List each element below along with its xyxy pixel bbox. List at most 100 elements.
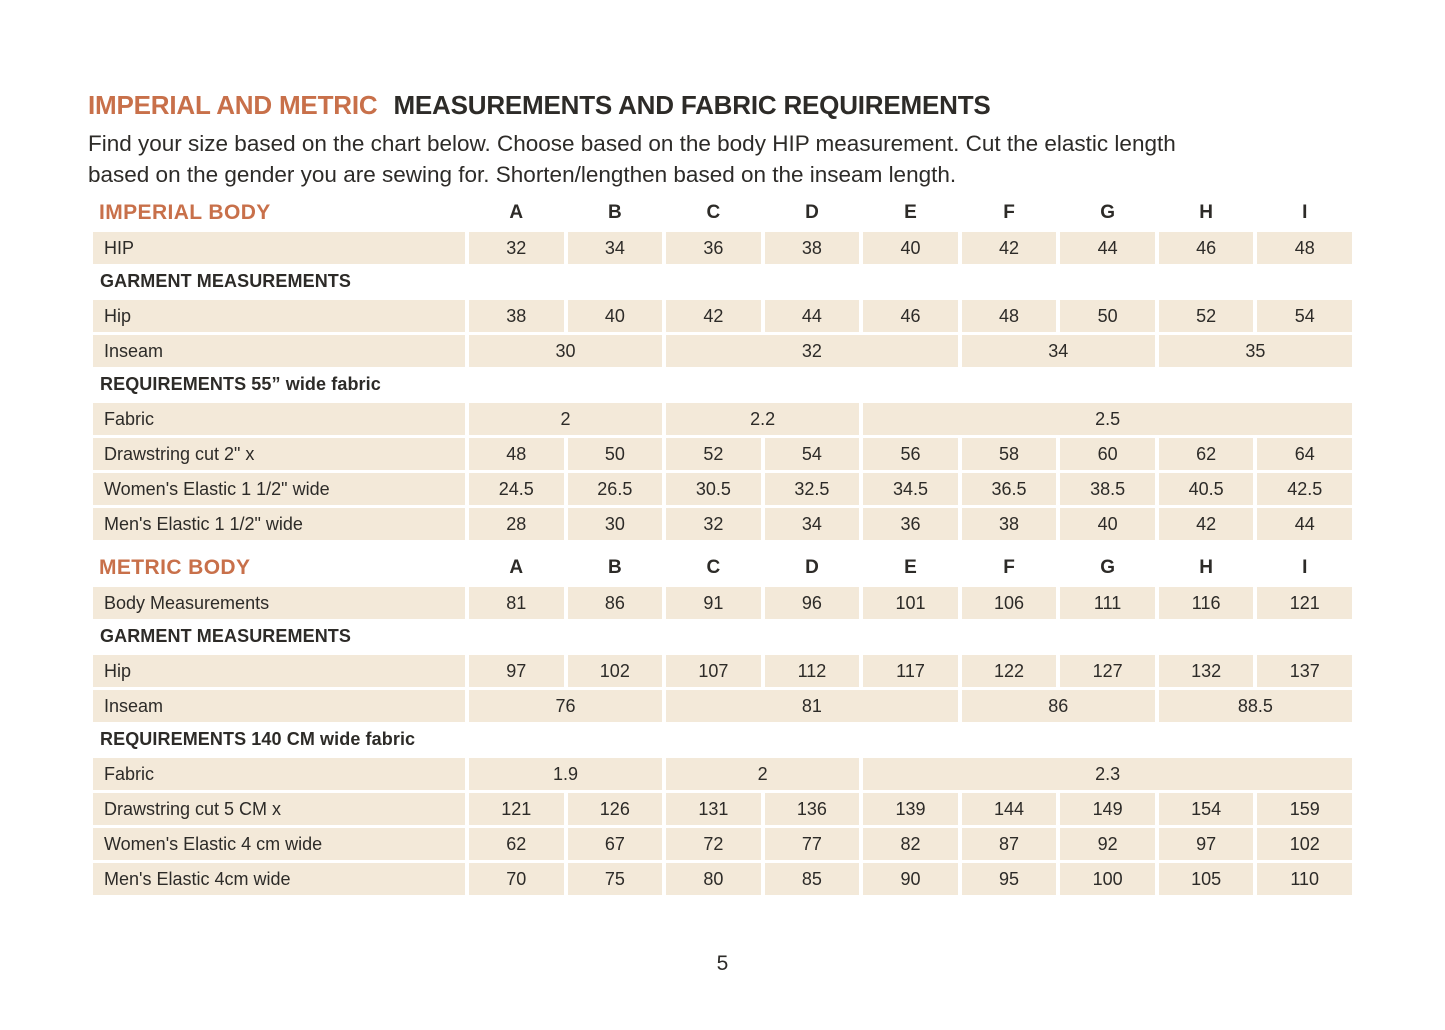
value-cell: 40 [567, 300, 663, 332]
value-cell: 137 [1257, 655, 1352, 687]
column-header-G: G [1100, 557, 1115, 578]
value-cell: 32 [666, 508, 761, 540]
table-row: HIP 32 34 36 38 40 42 44 46 48 [93, 232, 1352, 264]
value-cell: 34.5 [863, 473, 958, 505]
column-header-D: D [805, 202, 819, 223]
value-cell: 117 [863, 655, 958, 687]
value-cell: 144 [961, 793, 1057, 825]
value-cell: 149 [1060, 793, 1155, 825]
row-label: Fabric [93, 758, 465, 790]
value-cell: 121 [1257, 587, 1352, 619]
value-cell: 106 [961, 587, 1057, 619]
column-header-I: I [1302, 202, 1308, 223]
value-cell: 80 [666, 863, 761, 895]
value-cell: 81 [666, 690, 958, 722]
value-cell: 101 [863, 587, 958, 619]
table-header-row: IMPERIAL BODY A B C D E F G H I [93, 198, 1352, 228]
value-cell: 64 [1257, 438, 1352, 470]
value-cell: 2.5 [863, 403, 1352, 435]
value-cell: 102 [567, 655, 663, 687]
table-row: Inseam 30 32 34 35 [93, 335, 1352, 367]
value-cell: 122 [961, 655, 1057, 687]
value-cell: 127 [1060, 655, 1155, 687]
row-label: Men's Elastic 4cm wide [93, 863, 465, 895]
value-cell: 44 [1060, 232, 1155, 264]
section-heading: GARMENT MEASUREMENTS [100, 271, 352, 291]
value-cell: 132 [1158, 655, 1254, 687]
column-header-D: D [805, 557, 819, 578]
page-number: 5 [716, 952, 729, 975]
table-row: Hip 97 102 107 112 117 122 127 132 137 [93, 655, 1352, 687]
row-label: Women's Elastic 4 cm wide [93, 828, 465, 860]
value-cell: 35 [1158, 335, 1352, 367]
table-row: Men's Elastic 4cm wide 70 75 80 85 90 95 100 105… [93, 863, 1352, 895]
column-header-A: A [509, 202, 524, 223]
table-row: Drawstring cut 2" x 48 50 52 54 56 58 60 62 64 [93, 438, 1352, 470]
table-row: Fabric 1.9 2 2.3 [93, 758, 1352, 790]
value-cell: 44 [1257, 508, 1352, 540]
value-cell: 87 [961, 828, 1057, 860]
column-header-B: B [607, 202, 622, 223]
value-cell: 28 [469, 508, 564, 540]
value-cell: 56 [863, 438, 958, 470]
value-cell: 76 [469, 690, 663, 722]
value-cell: 40 [1060, 508, 1155, 540]
section-heading: GARMENT MEASUREMENTS [100, 626, 352, 646]
value-cell: 86 [961, 690, 1155, 722]
value-cell: 70 [469, 863, 564, 895]
row-label: HIP [93, 232, 465, 264]
value-cell: 36 [666, 232, 761, 264]
value-cell: 32 [666, 335, 958, 367]
section-heading: REQUIREMENTS 55” wide fabric [100, 374, 381, 394]
table-row: Fabric 2 2.2 2.5 [93, 403, 1352, 435]
value-cell: 154 [1158, 793, 1254, 825]
table-row: Drawstring cut 5 CM x 121 126 131 136 139 144 1… [93, 793, 1352, 825]
column-header-H: H [1199, 557, 1214, 578]
value-cell: 34 [764, 508, 860, 540]
value-cell: 38.5 [1060, 473, 1155, 505]
value-cell: 90 [863, 863, 958, 895]
value-cell: 62 [469, 828, 564, 860]
value-cell: 40.5 [1158, 473, 1254, 505]
value-cell: 52 [1158, 300, 1254, 332]
page-title: IMPERIAL AND METRIC MEASUREMENTS AND FABR… [88, 90, 1368, 121]
value-cell: 82 [863, 828, 958, 860]
value-cell: 1.9 [469, 758, 663, 790]
value-cell: 96 [764, 587, 860, 619]
table-row: Women's Elastic 4 cm wide 62 67 72 77 82 87 92 9… [93, 828, 1352, 860]
value-cell: 58 [961, 438, 1057, 470]
value-cell: 88.5 [1158, 690, 1352, 722]
size-table-imperial: IMPERIAL BODY A B C D E F G H I HIP 32 34 36 38 40 42 44 4… [93, 198, 1352, 540]
value-cell: 24.5 [469, 473, 564, 505]
value-cell: 116 [1158, 587, 1254, 619]
row-label: Hip [93, 300, 465, 332]
page-subtitle-line-1: Find your size based on the chart below.… [88, 131, 1176, 156]
value-cell: 86 [567, 587, 663, 619]
value-cell: 42 [1158, 508, 1254, 540]
value-cell: 105 [1158, 863, 1254, 895]
row-label: Women's Elastic 1 1/2" wide [93, 473, 465, 505]
row-label: Body Measurements [93, 587, 465, 619]
column-header-F: F [1003, 202, 1015, 223]
value-cell: 40 [863, 232, 958, 264]
value-cell: 38 [469, 300, 564, 332]
column-header-G: G [1100, 202, 1115, 223]
row-label: Men's Elastic 1 1/2" wide [93, 508, 465, 540]
value-cell: 50 [1060, 300, 1155, 332]
value-cell: 139 [863, 793, 958, 825]
row-label: Hip [93, 655, 465, 687]
value-cell: 32.5 [764, 473, 860, 505]
row-label: Drawstring cut 5 CM x [93, 793, 465, 825]
value-cell: 72 [666, 828, 761, 860]
value-cell: 48 [961, 300, 1057, 332]
value-cell: 42 [666, 300, 761, 332]
column-header-E: E [904, 557, 917, 578]
value-cell: 60 [1060, 438, 1155, 470]
value-cell: 2 [469, 403, 663, 435]
value-cell: 75 [567, 863, 663, 895]
column-header-A: A [509, 557, 524, 578]
value-cell: 48 [1257, 232, 1352, 264]
value-cell: 38 [961, 508, 1057, 540]
table-row: Hip 38 40 42 44 46 48 50 52 54 [93, 300, 1352, 332]
